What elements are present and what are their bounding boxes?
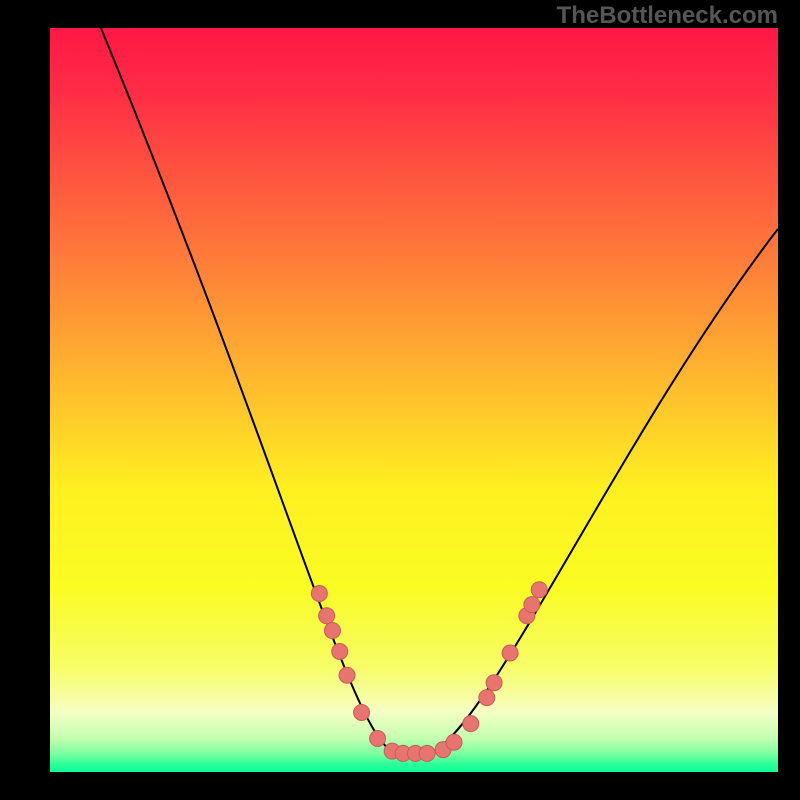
chart-svg [0, 0, 800, 800]
data-marker [486, 675, 502, 691]
plot-area-gradient [50, 28, 778, 772]
chart-root: TheBottleneck.com [0, 0, 800, 800]
data-marker [311, 585, 327, 601]
data-marker [419, 745, 435, 761]
data-marker [479, 690, 495, 706]
data-marker [339, 667, 355, 683]
watermark-label: TheBottleneck.com [557, 2, 778, 29]
data-marker [354, 704, 370, 720]
data-marker [370, 731, 386, 747]
data-marker [319, 608, 335, 624]
data-marker [332, 643, 348, 659]
data-marker [324, 623, 340, 639]
data-marker [502, 645, 518, 661]
data-marker [531, 582, 547, 598]
data-marker [524, 597, 540, 613]
data-marker [446, 734, 462, 750]
watermark-text: TheBottleneck.com [557, 2, 778, 30]
data-marker [463, 716, 479, 732]
